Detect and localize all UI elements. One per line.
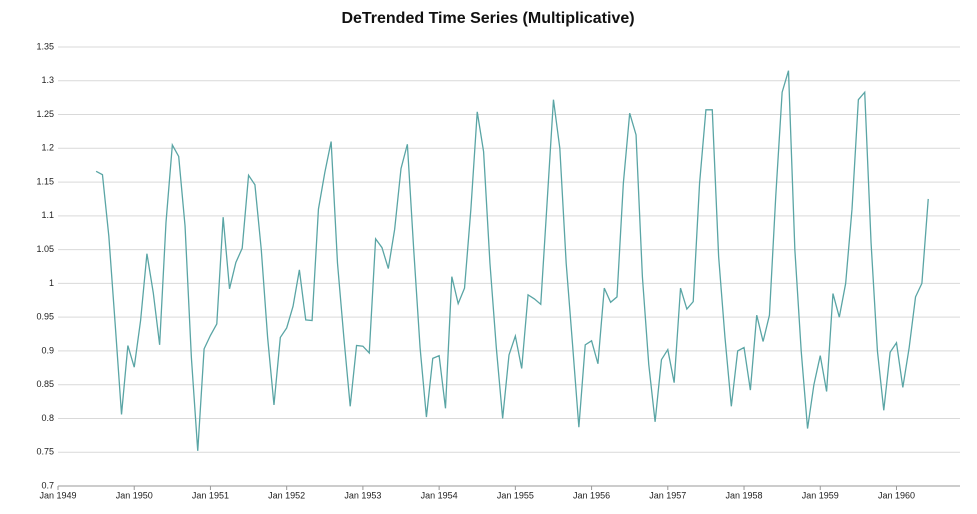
- x-tick-label: Jan 1951: [192, 490, 229, 500]
- x-tick-label: Jan 1955: [497, 490, 534, 500]
- x-tick-label: Jan 1950: [116, 490, 153, 500]
- x-tick-label: Jan 1952: [268, 490, 305, 500]
- y-tick-label: 1.25: [36, 109, 54, 119]
- x-tick-label: Jan 1959: [802, 490, 839, 500]
- y-tick-label: 1.2: [41, 143, 54, 153]
- y-tick-label: 1.1: [41, 210, 54, 220]
- x-tick-label: Jan 1957: [649, 490, 686, 500]
- x-tick-label: Jan 1960: [878, 490, 915, 500]
- x-tick-label: Jan 1953: [344, 490, 381, 500]
- y-tick-label: 1: [49, 278, 54, 288]
- y-tick-label: 1.3: [41, 75, 54, 85]
- y-tick-label: 0.7: [41, 480, 54, 490]
- y-tick-label: 0.85: [36, 379, 54, 389]
- x-tick-label: Jan 1958: [726, 490, 763, 500]
- x-tick-label: Jan 1956: [573, 490, 610, 500]
- y-tick-label: 1.15: [36, 176, 54, 186]
- y-tick-label: 0.8: [41, 413, 54, 423]
- series-line: [95, 70, 929, 451]
- chart-title: DeTrended Time Series (Multiplicative): [341, 10, 634, 27]
- y-tick-label: 1.05: [36, 244, 54, 254]
- x-tick-label: Jan 1954: [421, 490, 458, 500]
- y-tick-label: 0.75: [36, 447, 54, 457]
- y-tick-label: 0.9: [41, 345, 54, 355]
- y-tick-label: 0.95: [36, 312, 54, 322]
- x-tick-label: Jan 1949: [39, 490, 76, 500]
- y-tick-label: 1.35: [36, 41, 54, 51]
